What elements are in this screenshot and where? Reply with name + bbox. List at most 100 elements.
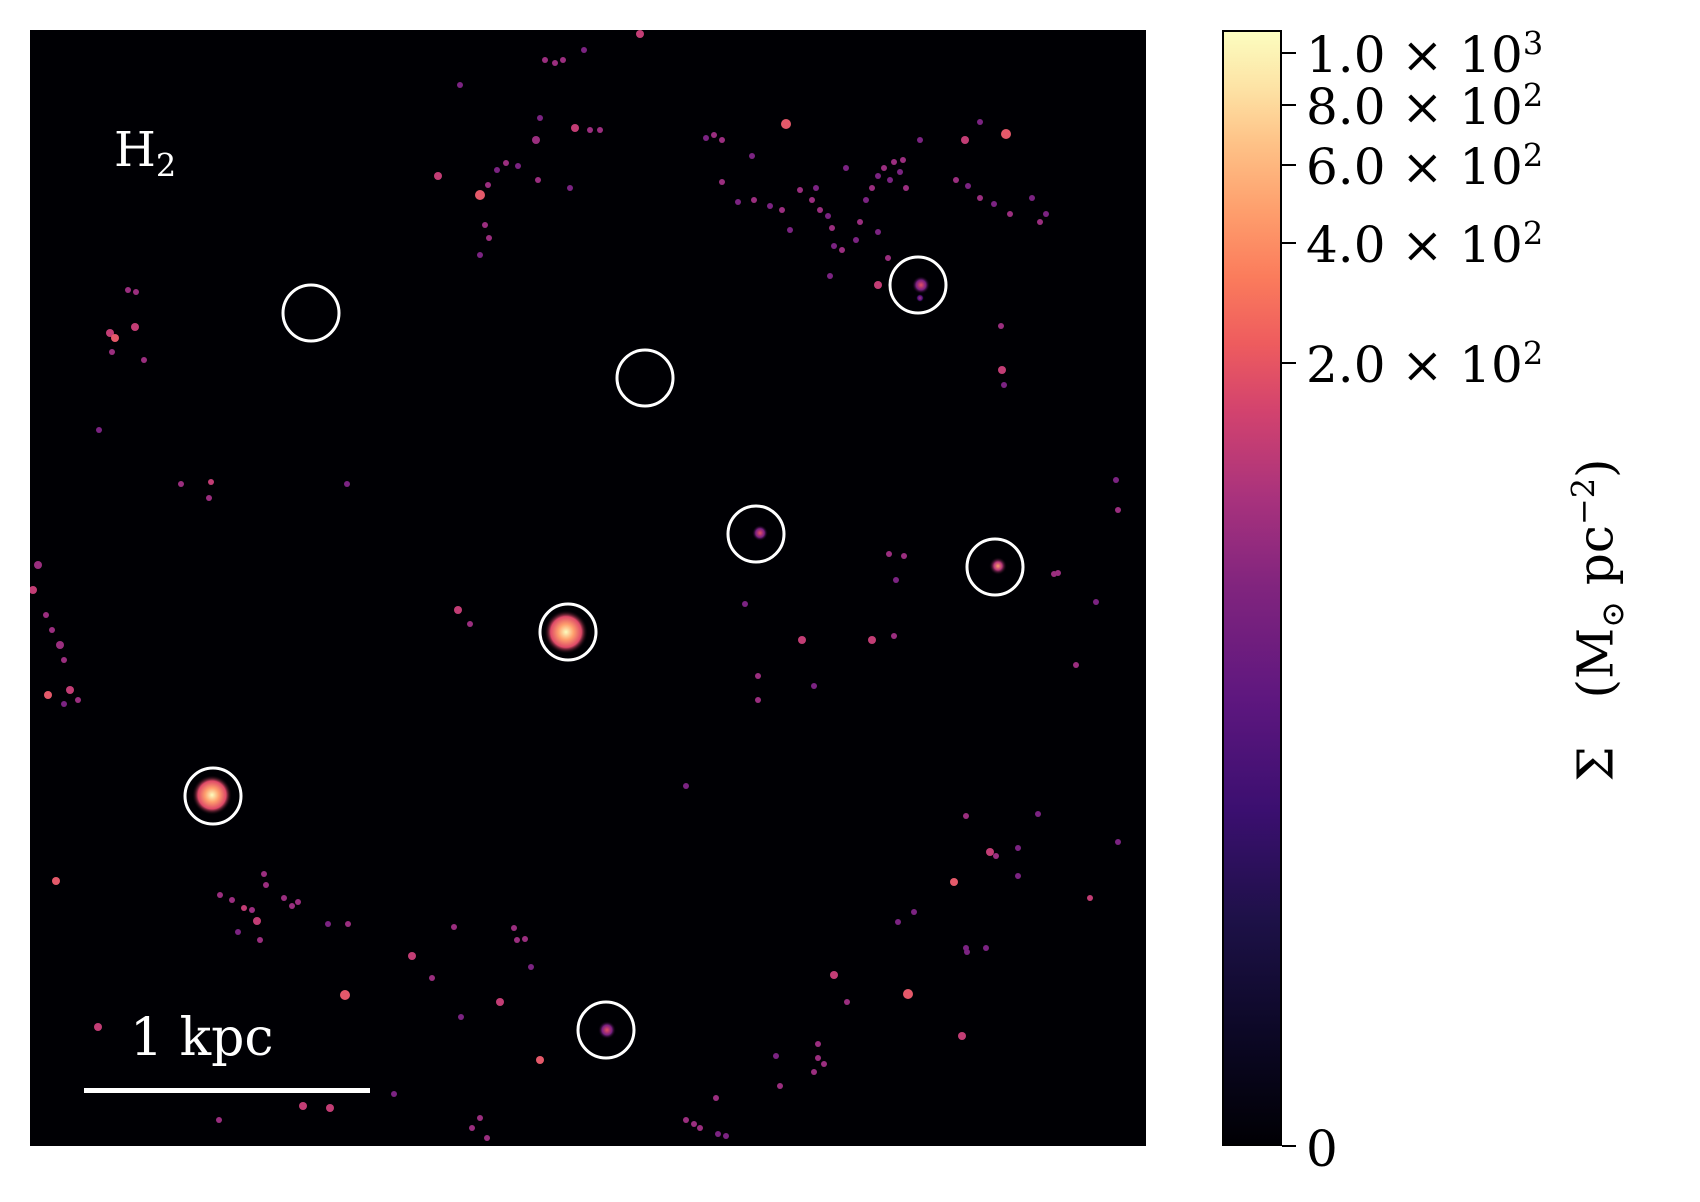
gas-clump — [111, 334, 119, 342]
gas-clump — [874, 281, 882, 289]
cloud-marker-ring — [726, 504, 786, 564]
gas-clump — [1093, 599, 1099, 605]
gas-clump — [817, 207, 823, 213]
colorbar-tick-600 — [1282, 164, 1296, 166]
gas-clump — [133, 289, 139, 295]
gas-clump — [532, 136, 540, 144]
gas-clump — [779, 207, 785, 213]
gas-clump — [683, 1117, 689, 1123]
gas-clump — [950, 878, 958, 886]
gas-clump — [857, 219, 863, 225]
gas-clump — [542, 57, 548, 63]
gas-clump — [295, 899, 301, 905]
gas-clump — [482, 222, 488, 228]
gas-clump — [537, 115, 543, 121]
gas-clump — [229, 897, 235, 903]
gas-clump — [993, 853, 999, 859]
gas-clump — [897, 169, 903, 175]
gas-clump — [522, 936, 528, 942]
gas-clump — [178, 481, 184, 487]
gas-clump — [241, 905, 247, 911]
gas-clump — [843, 165, 849, 171]
gas-clump — [467, 621, 473, 627]
gas-clump — [1073, 662, 1079, 668]
gas-clump — [1115, 507, 1121, 513]
gas-clump — [839, 247, 845, 253]
cloud-marker-ring — [888, 255, 948, 315]
gas-clump — [868, 636, 876, 644]
gas-clump — [515, 163, 521, 169]
gas-clump — [535, 177, 541, 183]
gas-clump — [253, 917, 261, 925]
gas-clump — [986, 848, 994, 856]
gas-clump — [503, 160, 509, 166]
map-svg — [30, 30, 1121, 1141]
gas-clump — [831, 243, 837, 249]
gas-clump — [257, 937, 263, 943]
gas-clump — [1015, 873, 1021, 879]
gas-clump — [903, 989, 913, 999]
gas-clump — [299, 1102, 307, 1110]
gas-clump — [773, 1053, 779, 1059]
gas-clump — [998, 323, 1004, 329]
species-subscript: 2 — [155, 146, 177, 185]
gas-clump — [713, 1095, 719, 1101]
species-symbol: H — [114, 122, 156, 178]
cloud-marker-ring — [576, 1000, 636, 1060]
gas-clump — [749, 153, 755, 159]
gas-clump — [208, 479, 214, 485]
gas-clump — [484, 1135, 490, 1141]
gas-clump — [809, 197, 815, 203]
gas-clump — [830, 971, 838, 979]
gas-clump — [587, 127, 593, 133]
gas-clump — [1087, 895, 1093, 901]
gas-clump — [825, 213, 831, 219]
gas-clump — [887, 177, 893, 183]
gas-clump — [458, 1014, 464, 1020]
gas-clump — [781, 119, 791, 129]
colorbar-tick-label-800: 8.0 × 102 — [1306, 76, 1544, 136]
colorbar-tick-label-200: 2.0 × 102 — [1306, 334, 1544, 394]
gas-clump — [798, 636, 806, 644]
gas-clump — [1115, 839, 1121, 845]
gas-clump — [30, 586, 37, 594]
gas-clump — [821, 1061, 827, 1067]
gas-clump — [983, 945, 989, 951]
gas-clump — [886, 551, 892, 557]
gas-clump — [755, 673, 761, 679]
cloud-markers — [183, 255, 1025, 1060]
gas-clump — [249, 907, 255, 913]
colorbar — [1222, 30, 1282, 1146]
gas-clump — [719, 137, 725, 143]
colorbar-tick-label-600: 6.0 × 102 — [1306, 136, 1544, 196]
cloud-marker-ring — [281, 283, 341, 343]
colorbar-tick-200 — [1282, 362, 1296, 364]
gas-clump — [998, 366, 1006, 374]
gas-clump — [885, 255, 891, 261]
dense-clump — [192, 775, 232, 815]
gas-clump — [451, 924, 457, 930]
gas-clump — [1051, 571, 1057, 577]
gas-clump — [429, 975, 435, 981]
gas-clump — [325, 921, 331, 927]
gas-clump — [751, 197, 757, 203]
gas-clump — [581, 47, 587, 53]
gas-clump — [281, 895, 287, 901]
gas-clump — [454, 606, 462, 614]
gas-clump — [1001, 129, 1011, 139]
gas-clump — [977, 195, 983, 201]
cloud-marker-ring — [615, 348, 675, 408]
gas-clump — [869, 185, 875, 191]
gas-clump — [263, 882, 269, 888]
colorbar-tick-label-1000: 1.0 × 103 — [1306, 24, 1544, 84]
species-label: H2 — [114, 122, 176, 185]
gas-clump — [125, 287, 131, 293]
gas-clump — [49, 627, 55, 633]
gas-clump — [719, 179, 725, 185]
gas-clump — [94, 1023, 102, 1031]
gas-clump — [216, 1117, 222, 1123]
gas-clump — [528, 964, 534, 970]
gas-clump — [475, 190, 485, 200]
gas-clump — [965, 183, 971, 189]
dense-clump — [544, 610, 588, 654]
